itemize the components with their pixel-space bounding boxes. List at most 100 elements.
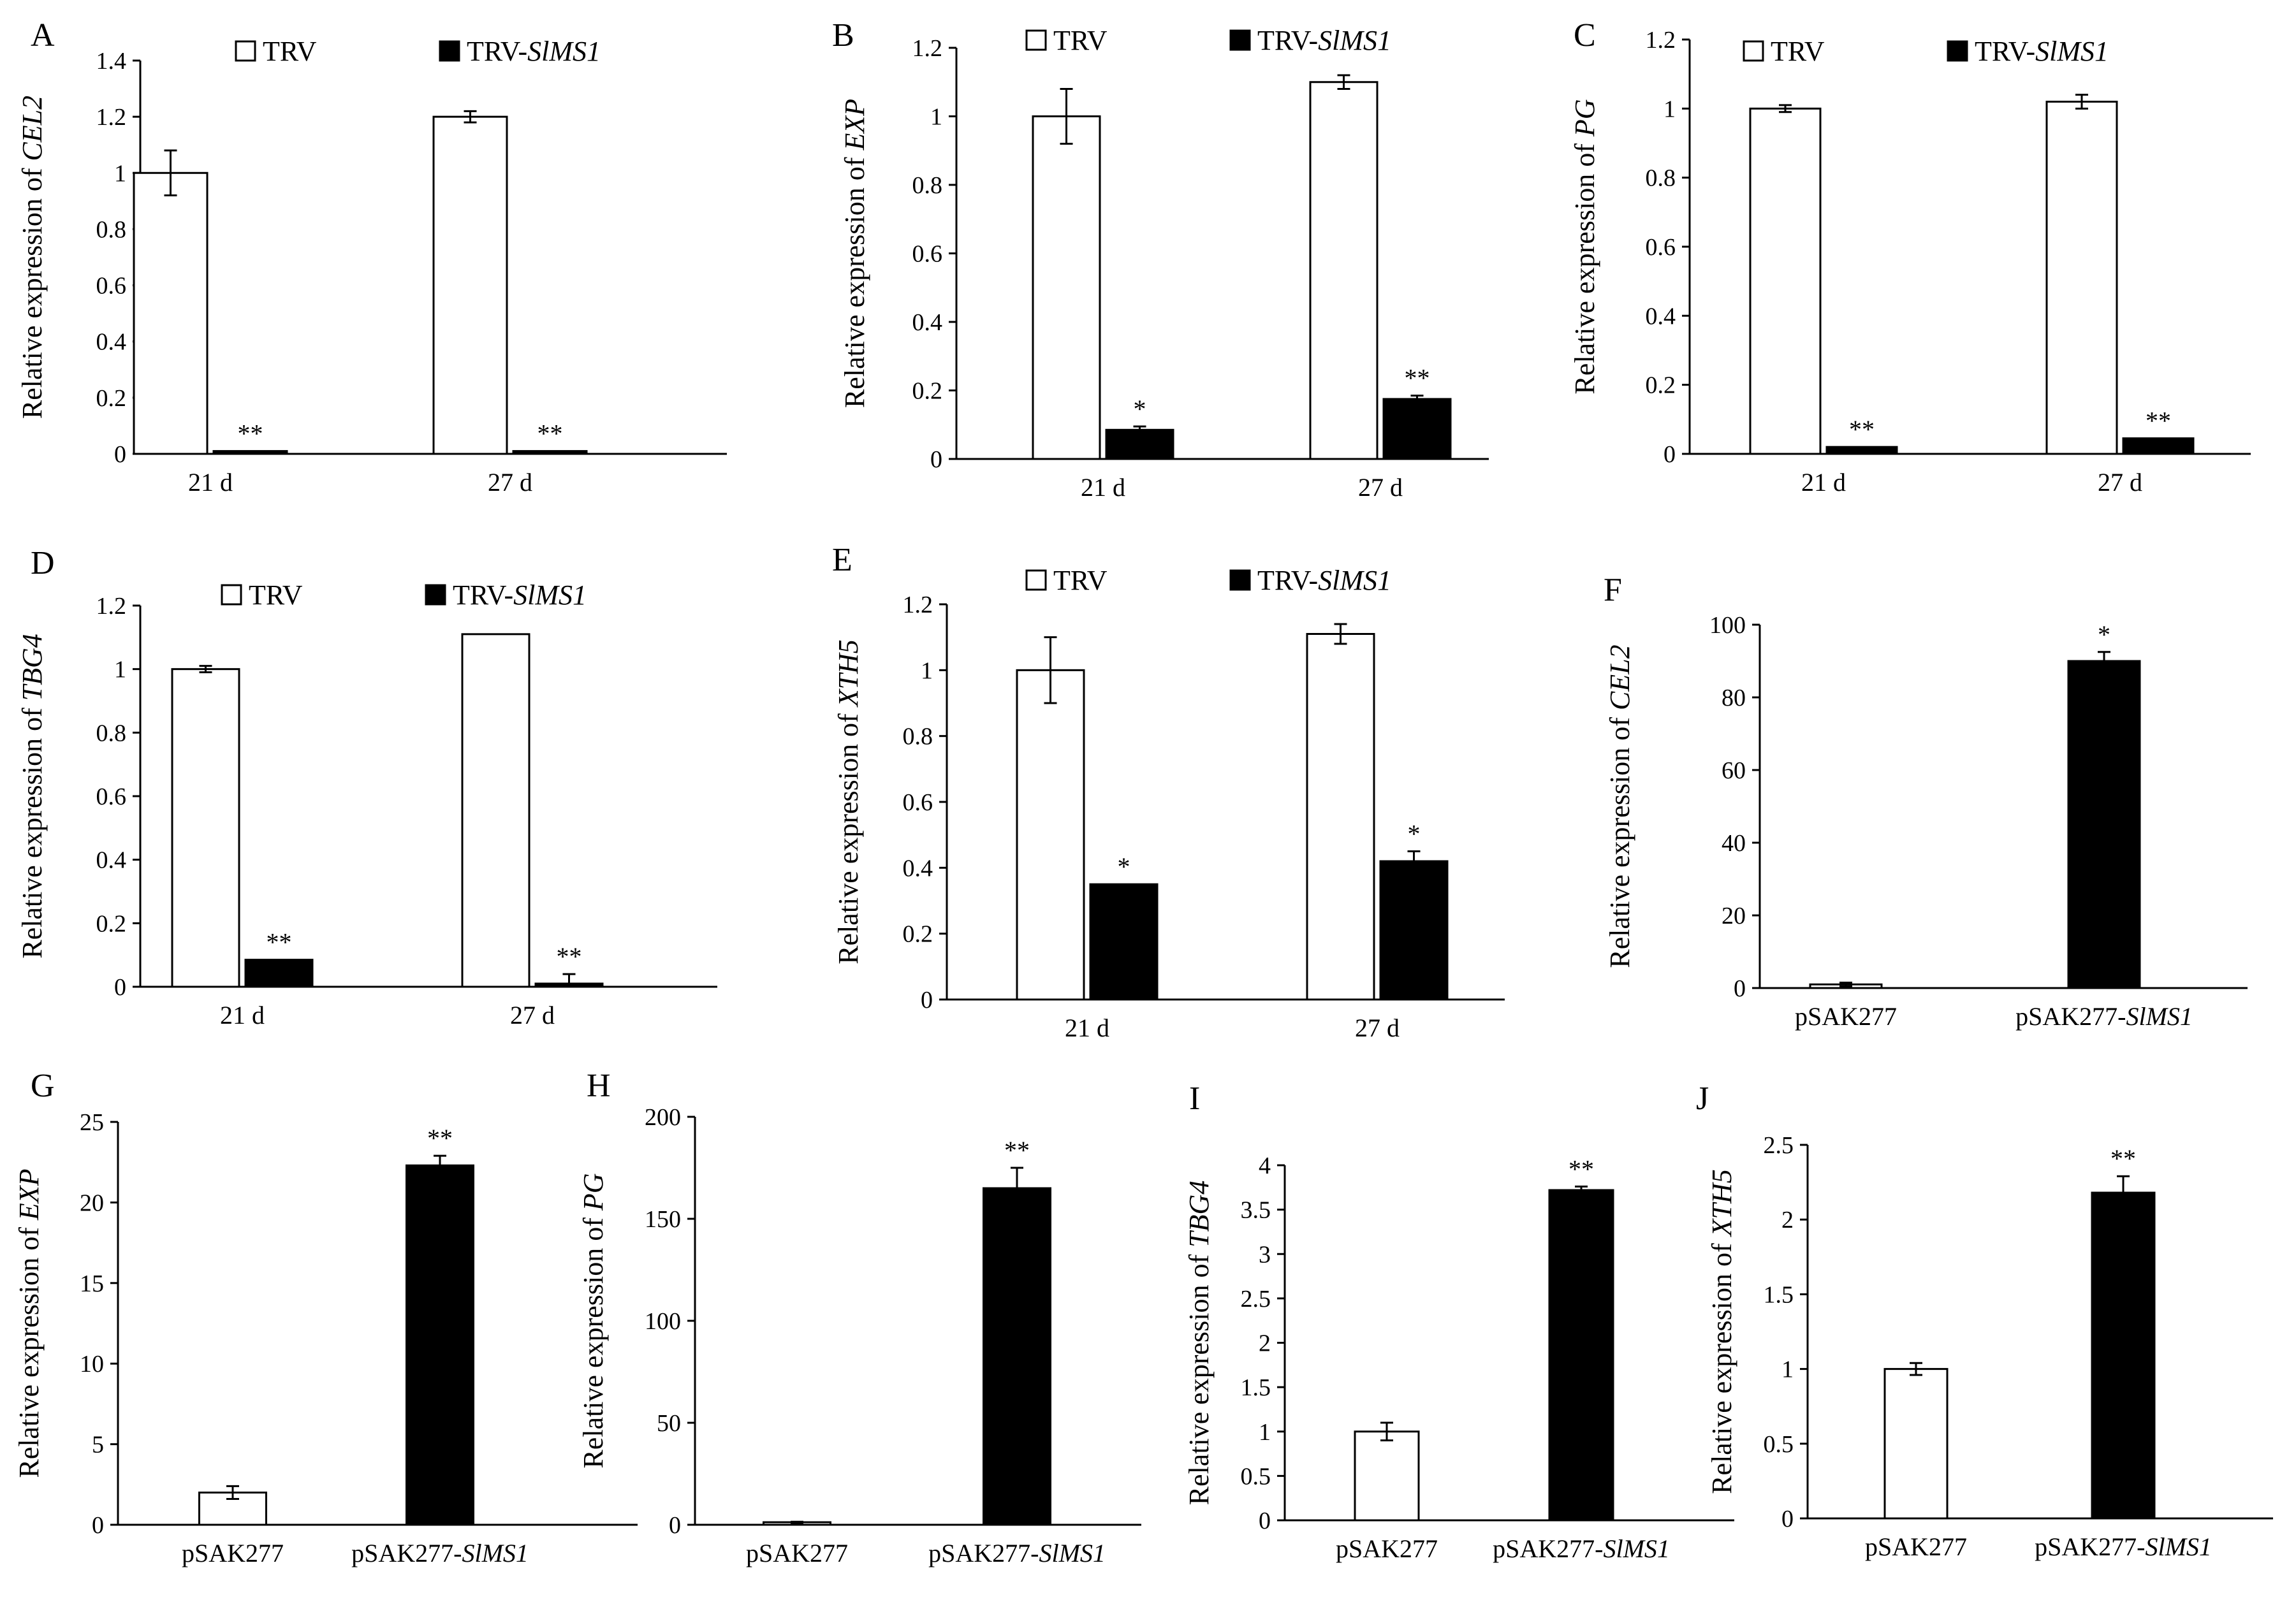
y-tick-label: 1.5 [1241, 1374, 1271, 1401]
y-tick-label: 0.2 [96, 910, 127, 937]
bar-trv-slms1 [1379, 860, 1449, 1001]
significance-mark: ** [427, 1124, 453, 1153]
chart-panel-C: C Relative expression of PG 0 0.2 0.4 0.6 0.8 1… [1569, 17, 2251, 497]
x-tick-label: pSAK277-SlMS1 [1493, 1534, 1670, 1563]
y-tick-label: 0 [1259, 1508, 1271, 1534]
y-tick-label: 0.2 [1646, 372, 1676, 399]
x-tick-label: 21 d [1081, 473, 1125, 502]
significance-mark: ** [2146, 407, 2171, 435]
y-axis-title-gene: XTH5 [833, 639, 864, 708]
y-tick-label: 15 [80, 1270, 104, 1297]
y-tick-label: 0.8 [903, 724, 933, 750]
y-tick-label: 0 [1734, 975, 1746, 1002]
legend-swatch [1229, 29, 1251, 51]
y-tick-label: 1 [930, 104, 942, 131]
legend-label: TRV-SlMS1 [467, 36, 601, 67]
bar-trv [1032, 115, 1101, 460]
legend-label-main: TRV [263, 36, 317, 67]
y-tick-label: 4 [1259, 1153, 1271, 1179]
y-axis-title-prefix: Relative expression of [1706, 1236, 1737, 1494]
y-tick-label: 0.6 [903, 789, 933, 816]
y-tick-label: 0.2 [903, 921, 933, 948]
bar-trv-slms1 [244, 959, 314, 988]
y-tick-label: 0.8 [1646, 165, 1676, 192]
x-tick-label-gene: SlMS1 [1603, 1534, 1669, 1563]
legend-label: TRV [249, 579, 303, 611]
y-tick-label: 1 [1664, 96, 1676, 122]
legend-label-main: TRV [249, 579, 303, 611]
y-tick-label: 0.5 [1764, 1431, 1794, 1458]
legend-swatch [1229, 569, 1251, 591]
y-axis-title-prefix: Relative expression of [1569, 136, 1600, 394]
chart-panel-F: F Relative expression of CEL2 0 20 40 60 80 100… [1604, 572, 2248, 1031]
y-axis-title-prefix: Relative expression of [578, 1211, 609, 1468]
y-axis-title-gene: TBG4 [17, 634, 48, 701]
y-tick-label: 0 [921, 987, 933, 1014]
bar-trv [2045, 101, 2118, 455]
y-tick-label: 0.4 [96, 329, 127, 356]
significance-mark: ** [557, 942, 582, 971]
y-axis-title: Relative expression of EXP [13, 1168, 45, 1478]
bar-control [1883, 1368, 1949, 1520]
x-tick-label: pSAK277 [746, 1539, 848, 1567]
bar-overexpression [983, 1187, 1051, 1526]
bar-trv [432, 115, 508, 455]
y-axis-title-gene: PG [578, 1173, 609, 1211]
significance-mark: ** [1849, 415, 1875, 444]
legend-label-gene: SlMS1 [1318, 25, 1391, 56]
legend-swatch [1743, 40, 1764, 62]
y-tick-label: 1.2 [96, 104, 127, 131]
x-tick-label: 27 d [510, 1001, 555, 1029]
panel-letter: D [31, 545, 55, 581]
x-tick-label: 21 d [1801, 468, 1846, 497]
y-tick-label: 0.8 [912, 172, 943, 199]
x-tick-label-gene: SlMS1 [1039, 1539, 1105, 1567]
y-axis-title: Relative expression of XTH5 [1706, 1169, 1737, 1494]
y-tick-label: 1 [114, 160, 126, 187]
y-axis-title-prefix: Relative expression of [17, 161, 48, 419]
y-tick-label: 0.4 [96, 847, 127, 874]
y-tick-label: 20 [80, 1189, 104, 1216]
y-axis-title-gene: CEL2 [1604, 644, 1635, 710]
chart-panel-B: B Relative expression of EXP 0 0.2 0.4 0.6 0.8… [832, 17, 1489, 502]
x-tick-label: 27 d [1358, 473, 1403, 502]
y-tick-label: 100 [645, 1308, 681, 1335]
panel-letter: J [1696, 1080, 1709, 1117]
x-tick-label: pSAK277-SlMS1 [2035, 1532, 2212, 1561]
y-tick-label: 0 [114, 974, 126, 1001]
y-tick-label: 40 [1722, 830, 1746, 857]
bar-overexpression [2067, 660, 2141, 989]
y-tick-label: 0.8 [96, 720, 127, 746]
bar-trv-slms1 [1089, 883, 1159, 1001]
bar-trv [171, 668, 240, 988]
y-axis-title: Relative expression of TBG4 [1183, 1181, 1215, 1506]
bar-trv [1016, 669, 1085, 1001]
legend-swatch [1025, 29, 1047, 51]
bar-trv-slms1 [2122, 437, 2195, 455]
legend: TRV TRV-SlMS1 [1743, 36, 2109, 67]
y-tick-label: 0.5 [1241, 1463, 1271, 1490]
x-tick-label: 21 d [220, 1001, 265, 1029]
bar-trv-slms1 [1825, 446, 1898, 455]
y-tick-label: 0.8 [96, 216, 127, 243]
legend-swatch [439, 40, 460, 62]
y-tick-label: 2 [1781, 1207, 1794, 1233]
significance-mark: ** [238, 419, 263, 448]
significance-mark: ** [1004, 1136, 1030, 1165]
legend-label-main: TRV [1053, 25, 1108, 56]
legend-label-gene: SlMS1 [527, 36, 601, 67]
y-axis-title: Relative expression of CEL2 [17, 96, 48, 419]
y-axis-title-prefix: Relative expression of [1604, 710, 1635, 968]
legend-label-gene: SlMS1 [1318, 565, 1391, 596]
legend-label-main: TRV [1053, 565, 1108, 596]
legend-label: TRV-SlMS1 [1975, 36, 2109, 67]
x-tick-label: pSAK277-SlMS1 [928, 1539, 1106, 1567]
y-tick-label: 0.4 [1646, 303, 1676, 330]
bar-trv-slms1 [1382, 398, 1452, 460]
y-tick-label: 0.4 [903, 855, 933, 882]
y-axis-title-gene: CEL2 [17, 96, 48, 161]
y-axis-title-prefix: Relative expression of [833, 706, 864, 964]
legend-label-main: TRV- [1257, 25, 1318, 56]
x-tick-label: pSAK277 [1336, 1534, 1438, 1563]
